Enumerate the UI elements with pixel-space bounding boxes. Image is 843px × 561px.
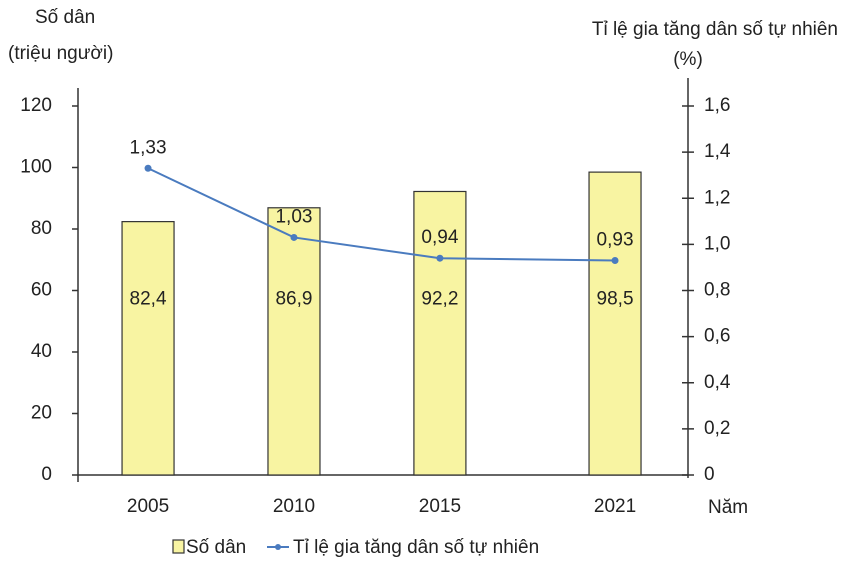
- bar: [413, 190, 467, 476]
- bar: [267, 207, 321, 476]
- line: [147, 167, 616, 262]
- y-tick-label: 120: [20, 95, 52, 116]
- y2-tick-label: 1,6: [704, 95, 730, 116]
- line-point: [144, 164, 152, 172]
- x-tick-label: 2015: [419, 496, 461, 517]
- bar: [588, 171, 642, 476]
- legend-marker: [275, 544, 281, 550]
- bar-value-label: 98,5: [597, 289, 634, 310]
- y-tick-label: 40: [31, 341, 52, 362]
- y2-tick-label: 0,6: [704, 326, 730, 347]
- legend-swatch: [172, 539, 185, 554]
- legend-label: Tỉ lệ gia tăng dân số tự nhiên: [293, 537, 539, 558]
- x-tick-label: 2005: [127, 496, 169, 517]
- bar-value-label: 92,2: [421, 289, 458, 310]
- y2-tick-label: 0,8: [704, 280, 730, 301]
- y2-axis-title: (%): [673, 49, 703, 70]
- x-tick-label: 2021: [594, 496, 636, 517]
- y-axis-title: Số dân: [35, 7, 95, 28]
- line-value-label: 0,94: [421, 227, 458, 248]
- line-value-label: 0,93: [597, 230, 634, 251]
- bar-value-label: 82,4: [130, 289, 167, 310]
- y-axis-title: (triệu người): [8, 43, 113, 64]
- y-tick-label: 60: [31, 280, 52, 301]
- y-tick-label: 80: [31, 218, 52, 239]
- y2-tick-label: 0,4: [704, 372, 731, 393]
- x-axis-title: Năm: [708, 497, 748, 518]
- y-tick-label: 20: [31, 403, 52, 424]
- y2-tick-label: 1,0: [704, 233, 730, 254]
- bar-value-label: 86,9: [275, 289, 312, 310]
- y2-tick-label: 1,2: [704, 187, 730, 208]
- line-point: [436, 254, 444, 262]
- y2-axis-title: Tỉ lệ gia tăng dân số tự nhiên: [592, 19, 838, 40]
- y2-tick-label: 0: [704, 464, 715, 485]
- legend-label: Số dân: [186, 537, 246, 558]
- line-value-label: 1,03: [275, 206, 312, 227]
- y-tick-label: 100: [20, 157, 52, 178]
- bar: [121, 221, 175, 476]
- line-point: [290, 233, 298, 241]
- y-tick-label: 0: [41, 464, 52, 485]
- line-point: [611, 257, 619, 265]
- line-value-label: 1,33: [130, 137, 167, 158]
- y2-tick-label: 1,4: [704, 141, 731, 162]
- x-tick-label: 2010: [273, 496, 315, 517]
- y2-tick-label: 0,2: [704, 418, 730, 439]
